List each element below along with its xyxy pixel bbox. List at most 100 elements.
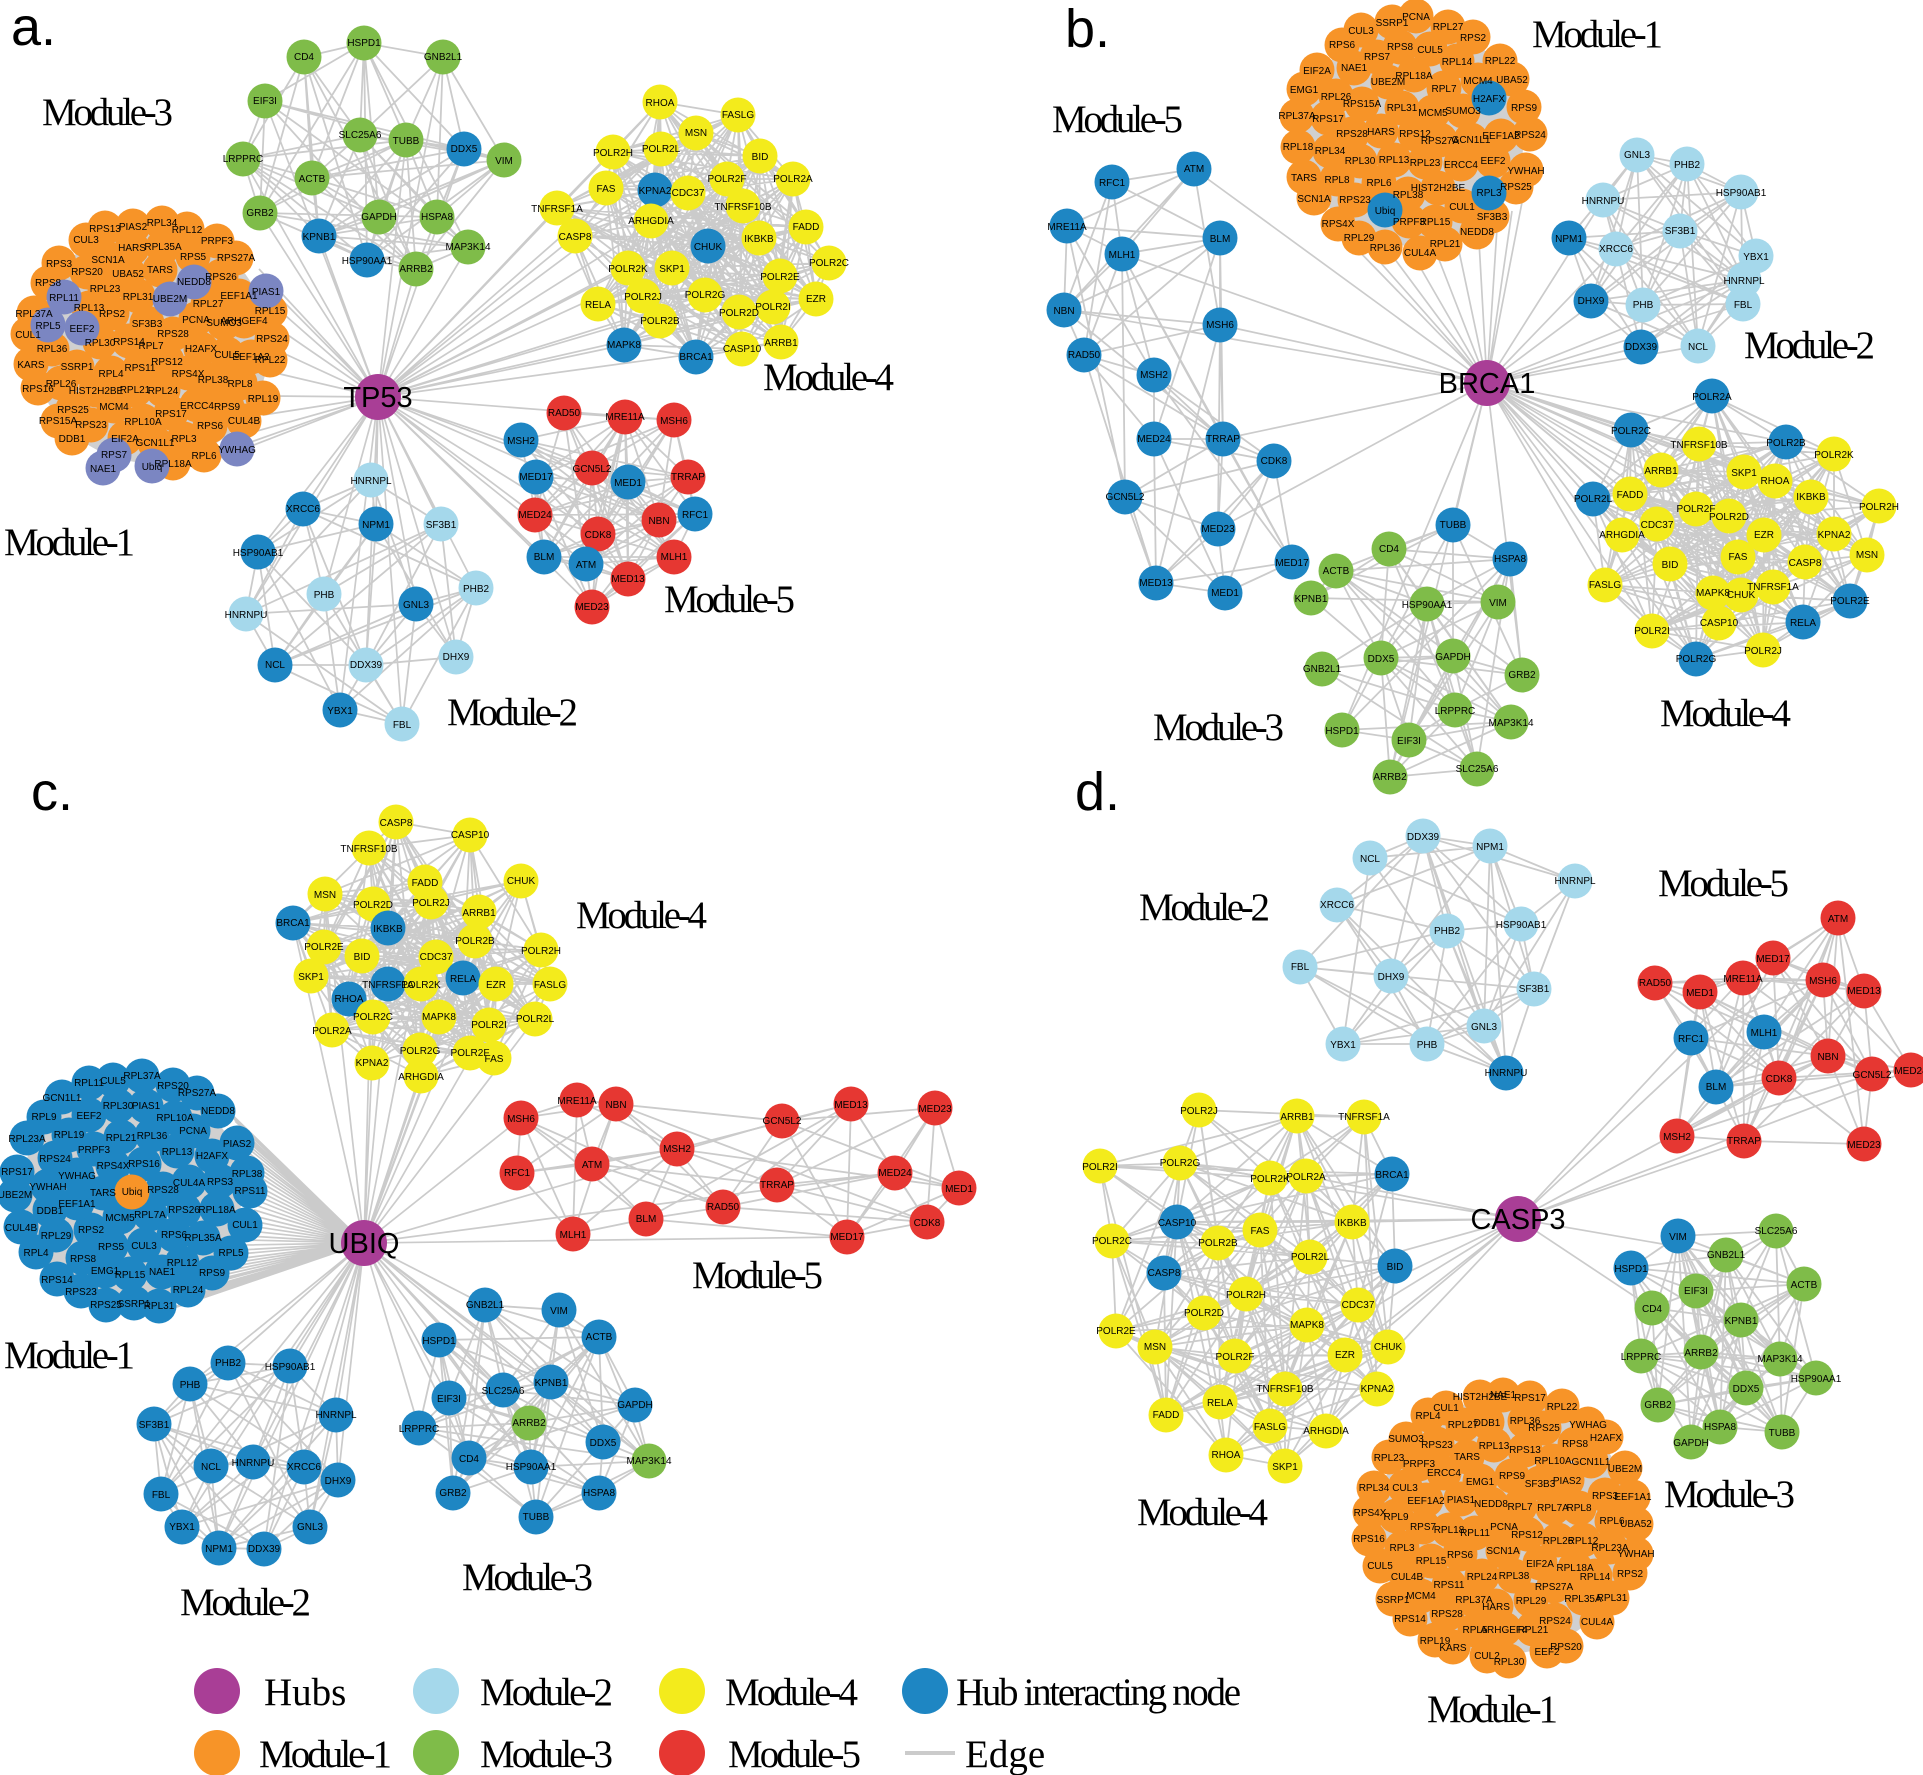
svg-text:RPS25: RPS25 [57, 405, 89, 416]
svg-text:RPS6: RPS6 [197, 421, 224, 432]
svg-text:RPL30: RPL30 [103, 1101, 134, 1112]
svg-text:TRRAP: TRRAP [1206, 434, 1240, 445]
svg-text:DDB1: DDB1 [59, 434, 86, 445]
svg-text:RHOA: RHOA [1212, 1450, 1241, 1461]
svg-text:SF3B1: SF3B1 [426, 520, 457, 531]
svg-text:RPL23A: RPL23A [8, 1134, 46, 1145]
svg-text:RPL30: RPL30 [85, 338, 116, 349]
svg-text:ATM: ATM [1184, 164, 1204, 175]
svg-text:RPS7: RPS7 [1364, 52, 1391, 63]
svg-text:POLR2G: POLR2G [1676, 654, 1717, 665]
svg-text:RHOA: RHOA [1761, 476, 1790, 487]
svg-text:TUBB: TUBB [523, 1512, 550, 1523]
svg-text:POLR2L: POLR2L [516, 1014, 555, 1025]
svg-text:MSH6: MSH6 [1809, 976, 1837, 987]
svg-text:GNL3: GNL3 [297, 1522, 324, 1533]
svg-text:MED17: MED17 [1756, 954, 1790, 965]
svg-text:POLR2J: POLR2J [412, 898, 450, 909]
svg-text:ARRB1: ARRB1 [1280, 1112, 1314, 1123]
svg-text:EEF1A2: EEF1A2 [1482, 131, 1520, 142]
svg-text:PCNA: PCNA [1402, 12, 1430, 23]
svg-text:ARHGDIA: ARHGDIA [398, 1072, 444, 1083]
svg-text:FADD: FADD [1153, 1410, 1180, 1421]
svg-text:FBL: FBL [393, 720, 412, 731]
svg-text:TNFRSF1A: TNFRSF1A [362, 980, 414, 991]
svg-text:MED1: MED1 [945, 1184, 973, 1195]
svg-text:Module-4: Module-4 [763, 356, 894, 399]
svg-text:RPS11: RPS11 [1434, 1580, 1465, 1591]
svg-text:PCNA: PCNA [1490, 1522, 1518, 1533]
svg-text:ARRB2: ARRB2 [1373, 772, 1407, 783]
svg-text:NCL: NCL [1688, 342, 1708, 353]
svg-text:UBE2M: UBE2M [1371, 77, 1405, 88]
svg-text:POLR2B: POLR2B [1198, 1238, 1238, 1249]
svg-text:POLR2B: POLR2B [1766, 438, 1806, 449]
svg-text:RPS5: RPS5 [180, 252, 207, 263]
svg-text:MED23: MED23 [1201, 524, 1235, 535]
svg-text:RPS5: RPS5 [98, 1242, 125, 1253]
svg-text:GNL3: GNL3 [1471, 1022, 1498, 1033]
svg-text:MED17: MED17 [519, 472, 553, 483]
svg-text:LRPPRC: LRPPRC [223, 154, 264, 165]
svg-text:ATM: ATM [582, 1160, 602, 1171]
svg-text:GCN5L2: GCN5L2 [763, 1116, 802, 1127]
svg-text:XRCC6: XRCC6 [287, 1462, 321, 1473]
svg-text:RPL23: RPL23 [1374, 1453, 1405, 1464]
svg-text:RPL34: RPL34 [1359, 1483, 1390, 1494]
svg-text:MCM5: MCM5 [105, 1213, 135, 1224]
svg-text:SKP1: SKP1 [659, 264, 685, 275]
svg-text:EEF1A1: EEF1A1 [220, 291, 258, 302]
svg-text:XRCC6: XRCC6 [1599, 244, 1633, 255]
svg-text:GCN1L1: GCN1L1 [1572, 1457, 1611, 1468]
svg-text:TNFRSF10B: TNFRSF10B [1256, 1384, 1314, 1395]
svg-text:HSP90AB1: HSP90AB1 [1496, 920, 1547, 931]
svg-text:POLR2A: POLR2A [312, 1026, 352, 1037]
svg-text:NAE1: NAE1 [149, 1267, 176, 1278]
svg-text:CUL4A: CUL4A [173, 1178, 206, 1189]
svg-text:POLR2H: POLR2H [1859, 502, 1899, 513]
svg-text:MRE11A: MRE11A [557, 1096, 597, 1107]
svg-text:YWHAG: YWHAG [58, 1171, 96, 1182]
svg-text:RPL11: RPL11 [74, 1078, 104, 1089]
svg-text:CDC37: CDC37 [1342, 1300, 1375, 1311]
svg-text:RHOA: RHOA [335, 994, 364, 1005]
svg-text:RHOA: RHOA [646, 98, 675, 109]
svg-text:CHUK: CHUK [507, 876, 536, 887]
svg-text:RPL27: RPL27 [1448, 1420, 1479, 1431]
svg-text:RAD50: RAD50 [548, 408, 581, 419]
svg-text:RPL15: RPL15 [115, 1270, 146, 1281]
svg-text:RPS3: RPS3 [1592, 1491, 1619, 1502]
svg-text:RPS7: RPS7 [1410, 1522, 1437, 1533]
svg-text:PIAS1: PIAS1 [132, 1101, 161, 1112]
svg-text:GAPDH: GAPDH [361, 212, 397, 223]
svg-text:BLM: BLM [534, 552, 555, 563]
svg-text:CHUK: CHUK [694, 242, 723, 253]
svg-text:MSH2: MSH2 [1140, 370, 1168, 381]
svg-text:H2AFX: H2AFX [196, 1151, 229, 1162]
svg-text:RPS9: RPS9 [214, 402, 241, 413]
svg-text:YBX1: YBX1 [1330, 1040, 1356, 1051]
svg-text:TNFRSF1A: TNFRSF1A [1338, 1112, 1390, 1123]
svg-text:RPL7: RPL7 [1507, 1502, 1532, 1513]
svg-text:BID: BID [354, 952, 371, 963]
svg-text:MSH2: MSH2 [663, 1144, 691, 1155]
svg-text:POLR2C: POLR2C [809, 258, 849, 269]
svg-text:FAS: FAS [1251, 1226, 1270, 1237]
svg-text:RPS24: RPS24 [256, 334, 288, 345]
svg-text:RPL10A: RPL10A [1534, 1456, 1572, 1467]
svg-text:GAPDH: GAPDH [617, 1400, 653, 1411]
svg-text:ARHGEF4: ARHGEF4 [220, 316, 268, 327]
svg-text:RPL36: RPL36 [1510, 1416, 1541, 1427]
svg-text:TUBB: TUBB [393, 136, 420, 147]
svg-text:RPL10A: RPL10A [124, 417, 162, 428]
svg-text:PRPF3: PRPF3 [1403, 1459, 1436, 1470]
svg-text:EIF3I: EIF3I [253, 96, 277, 107]
svg-text:RPS20: RPS20 [71, 267, 103, 278]
svg-text:POLR2E: POLR2E [1830, 596, 1870, 607]
svg-text:MSN: MSN [314, 890, 336, 901]
svg-text:RPS14: RPS14 [1394, 1614, 1426, 1625]
svg-text:KPNB1: KPNB1 [1295, 594, 1328, 605]
svg-text:TNFRSF10B: TNFRSF10B [340, 844, 398, 855]
svg-text:RPL35A: RPL35A [144, 242, 182, 253]
svg-text:c.: c. [31, 762, 73, 822]
